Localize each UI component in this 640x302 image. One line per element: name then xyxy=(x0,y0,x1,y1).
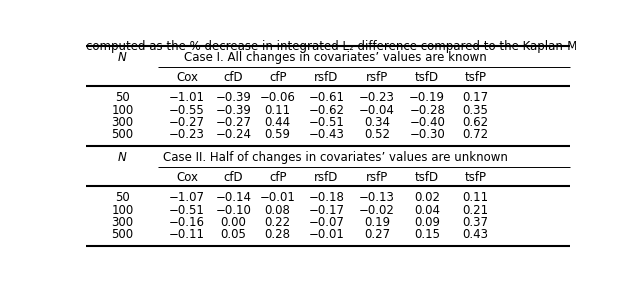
Text: tsfD: tsfD xyxy=(415,171,439,184)
Text: 0.04: 0.04 xyxy=(414,204,440,217)
Text: −0.30: −0.30 xyxy=(410,128,445,141)
Text: 300: 300 xyxy=(111,116,134,129)
Text: 0.17: 0.17 xyxy=(462,91,488,104)
Text: −0.24: −0.24 xyxy=(216,128,252,141)
Text: 0.72: 0.72 xyxy=(462,128,488,141)
Text: 0.34: 0.34 xyxy=(364,116,390,129)
Text: −0.39: −0.39 xyxy=(216,104,252,117)
Text: 300: 300 xyxy=(111,216,134,229)
Text: 0.19: 0.19 xyxy=(364,216,390,229)
Text: Cox: Cox xyxy=(176,71,198,84)
Text: cfD: cfD xyxy=(223,171,243,184)
Text: rsfP: rsfP xyxy=(365,71,388,84)
Text: −1.07: −1.07 xyxy=(169,191,205,204)
Text: −0.18: −0.18 xyxy=(308,191,344,204)
Text: tsfP: tsfP xyxy=(464,71,486,84)
Text: −0.23: −0.23 xyxy=(359,91,395,104)
Text: Case II. Half of changes in covariates’ values are unknown: Case II. Half of changes in covariates’ … xyxy=(163,151,508,164)
Text: −0.06: −0.06 xyxy=(260,91,296,104)
Text: 100: 100 xyxy=(111,204,134,217)
Text: −0.14: −0.14 xyxy=(216,191,252,204)
Text: 0.11: 0.11 xyxy=(264,104,291,117)
Text: tsfD: tsfD xyxy=(415,71,439,84)
Text: 50: 50 xyxy=(115,91,130,104)
Text: −0.27: −0.27 xyxy=(216,116,252,129)
Text: −0.55: −0.55 xyxy=(169,104,205,117)
Text: 0.00: 0.00 xyxy=(221,216,246,229)
Text: −0.01: −0.01 xyxy=(308,228,344,241)
Text: 0.27: 0.27 xyxy=(364,228,390,241)
Text: −0.16: −0.16 xyxy=(169,216,205,229)
Text: $N$: $N$ xyxy=(117,50,128,63)
Text: 0.02: 0.02 xyxy=(414,191,440,204)
Text: computed as the % decrease in integrated L₂ difference compared to the Kaplan-Me: computed as the % decrease in integrated… xyxy=(86,40,616,53)
Text: −0.40: −0.40 xyxy=(409,116,445,129)
Text: 0.43: 0.43 xyxy=(462,228,488,241)
Text: rsfD: rsfD xyxy=(314,71,339,84)
Text: 0.11: 0.11 xyxy=(462,191,488,204)
Text: −0.10: −0.10 xyxy=(216,204,252,217)
Text: −0.51: −0.51 xyxy=(308,116,344,129)
Text: 500: 500 xyxy=(111,228,134,241)
Text: 0.59: 0.59 xyxy=(264,128,291,141)
Text: −0.17: −0.17 xyxy=(308,204,344,217)
Text: cfP: cfP xyxy=(269,171,286,184)
Text: cfP: cfP xyxy=(269,71,286,84)
Text: rsfD: rsfD xyxy=(314,171,339,184)
Text: cfD: cfD xyxy=(223,71,243,84)
Text: −0.39: −0.39 xyxy=(216,91,252,104)
Text: Case I. All changes in covariates’ values are known: Case I. All changes in covariates’ value… xyxy=(184,50,487,63)
Text: Cox: Cox xyxy=(176,171,198,184)
Text: −0.11: −0.11 xyxy=(169,228,205,241)
Text: 0.15: 0.15 xyxy=(414,228,440,241)
Text: −0.04: −0.04 xyxy=(359,104,395,117)
Text: $N$: $N$ xyxy=(117,151,128,164)
Text: 0.44: 0.44 xyxy=(264,116,291,129)
Text: −0.07: −0.07 xyxy=(308,216,344,229)
Text: 0.05: 0.05 xyxy=(221,228,246,241)
Text: −0.19: −0.19 xyxy=(409,91,445,104)
Text: −0.27: −0.27 xyxy=(169,116,205,129)
Text: 0.37: 0.37 xyxy=(462,216,488,229)
Text: 0.08: 0.08 xyxy=(265,204,291,217)
Text: rsfP: rsfP xyxy=(365,171,388,184)
Text: −0.02: −0.02 xyxy=(359,204,395,217)
Text: 500: 500 xyxy=(111,128,134,141)
Text: −0.13: −0.13 xyxy=(359,191,395,204)
Text: 0.22: 0.22 xyxy=(264,216,291,229)
Text: −0.62: −0.62 xyxy=(308,104,344,117)
Text: −1.01: −1.01 xyxy=(169,91,205,104)
Text: 0.35: 0.35 xyxy=(462,104,488,117)
Text: 0.09: 0.09 xyxy=(414,216,440,229)
Text: −0.61: −0.61 xyxy=(308,91,344,104)
Text: −0.01: −0.01 xyxy=(260,191,296,204)
Text: −0.43: −0.43 xyxy=(308,128,344,141)
Text: 0.21: 0.21 xyxy=(462,204,488,217)
Text: −0.51: −0.51 xyxy=(169,204,205,217)
Text: 100: 100 xyxy=(111,104,134,117)
Text: −0.28: −0.28 xyxy=(409,104,445,117)
Text: 50: 50 xyxy=(115,191,130,204)
Text: 0.52: 0.52 xyxy=(364,128,390,141)
Text: −0.23: −0.23 xyxy=(169,128,205,141)
Text: 0.62: 0.62 xyxy=(462,116,488,129)
Text: tsfP: tsfP xyxy=(464,171,486,184)
Text: 0.28: 0.28 xyxy=(264,228,291,241)
